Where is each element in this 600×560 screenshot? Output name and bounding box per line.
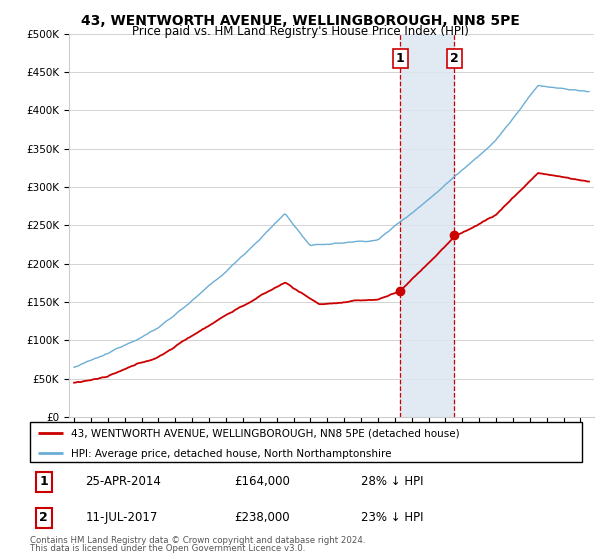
Text: 25-APR-2014: 25-APR-2014 <box>85 475 161 488</box>
Text: 11-JUL-2017: 11-JUL-2017 <box>85 511 158 524</box>
Text: 28% ↓ HPI: 28% ↓ HPI <box>361 475 424 488</box>
Text: 1: 1 <box>396 52 404 65</box>
Bar <box>400 34 454 417</box>
FancyBboxPatch shape <box>30 422 582 462</box>
Text: £238,000: £238,000 <box>234 511 290 524</box>
Text: 43, WENTWORTH AVENUE, WELLINGBOROUGH, NN8 5PE (detached house): 43, WENTWORTH AVENUE, WELLINGBOROUGH, NN… <box>71 429 460 439</box>
Text: Price paid vs. HM Land Registry's House Price Index (HPI): Price paid vs. HM Land Registry's House … <box>131 25 469 38</box>
Text: 2: 2 <box>450 52 459 65</box>
Text: 23% ↓ HPI: 23% ↓ HPI <box>361 511 424 524</box>
Text: HPI: Average price, detached house, North Northamptonshire: HPI: Average price, detached house, Nort… <box>71 449 392 459</box>
Text: 1: 1 <box>40 475 48 488</box>
Text: Contains HM Land Registry data © Crown copyright and database right 2024.: Contains HM Land Registry data © Crown c… <box>30 536 365 545</box>
Text: 2: 2 <box>40 511 48 524</box>
Text: £164,000: £164,000 <box>234 475 290 488</box>
Text: 43, WENTWORTH AVENUE, WELLINGBOROUGH, NN8 5PE: 43, WENTWORTH AVENUE, WELLINGBOROUGH, NN… <box>80 14 520 28</box>
Text: This data is licensed under the Open Government Licence v3.0.: This data is licensed under the Open Gov… <box>30 544 305 553</box>
